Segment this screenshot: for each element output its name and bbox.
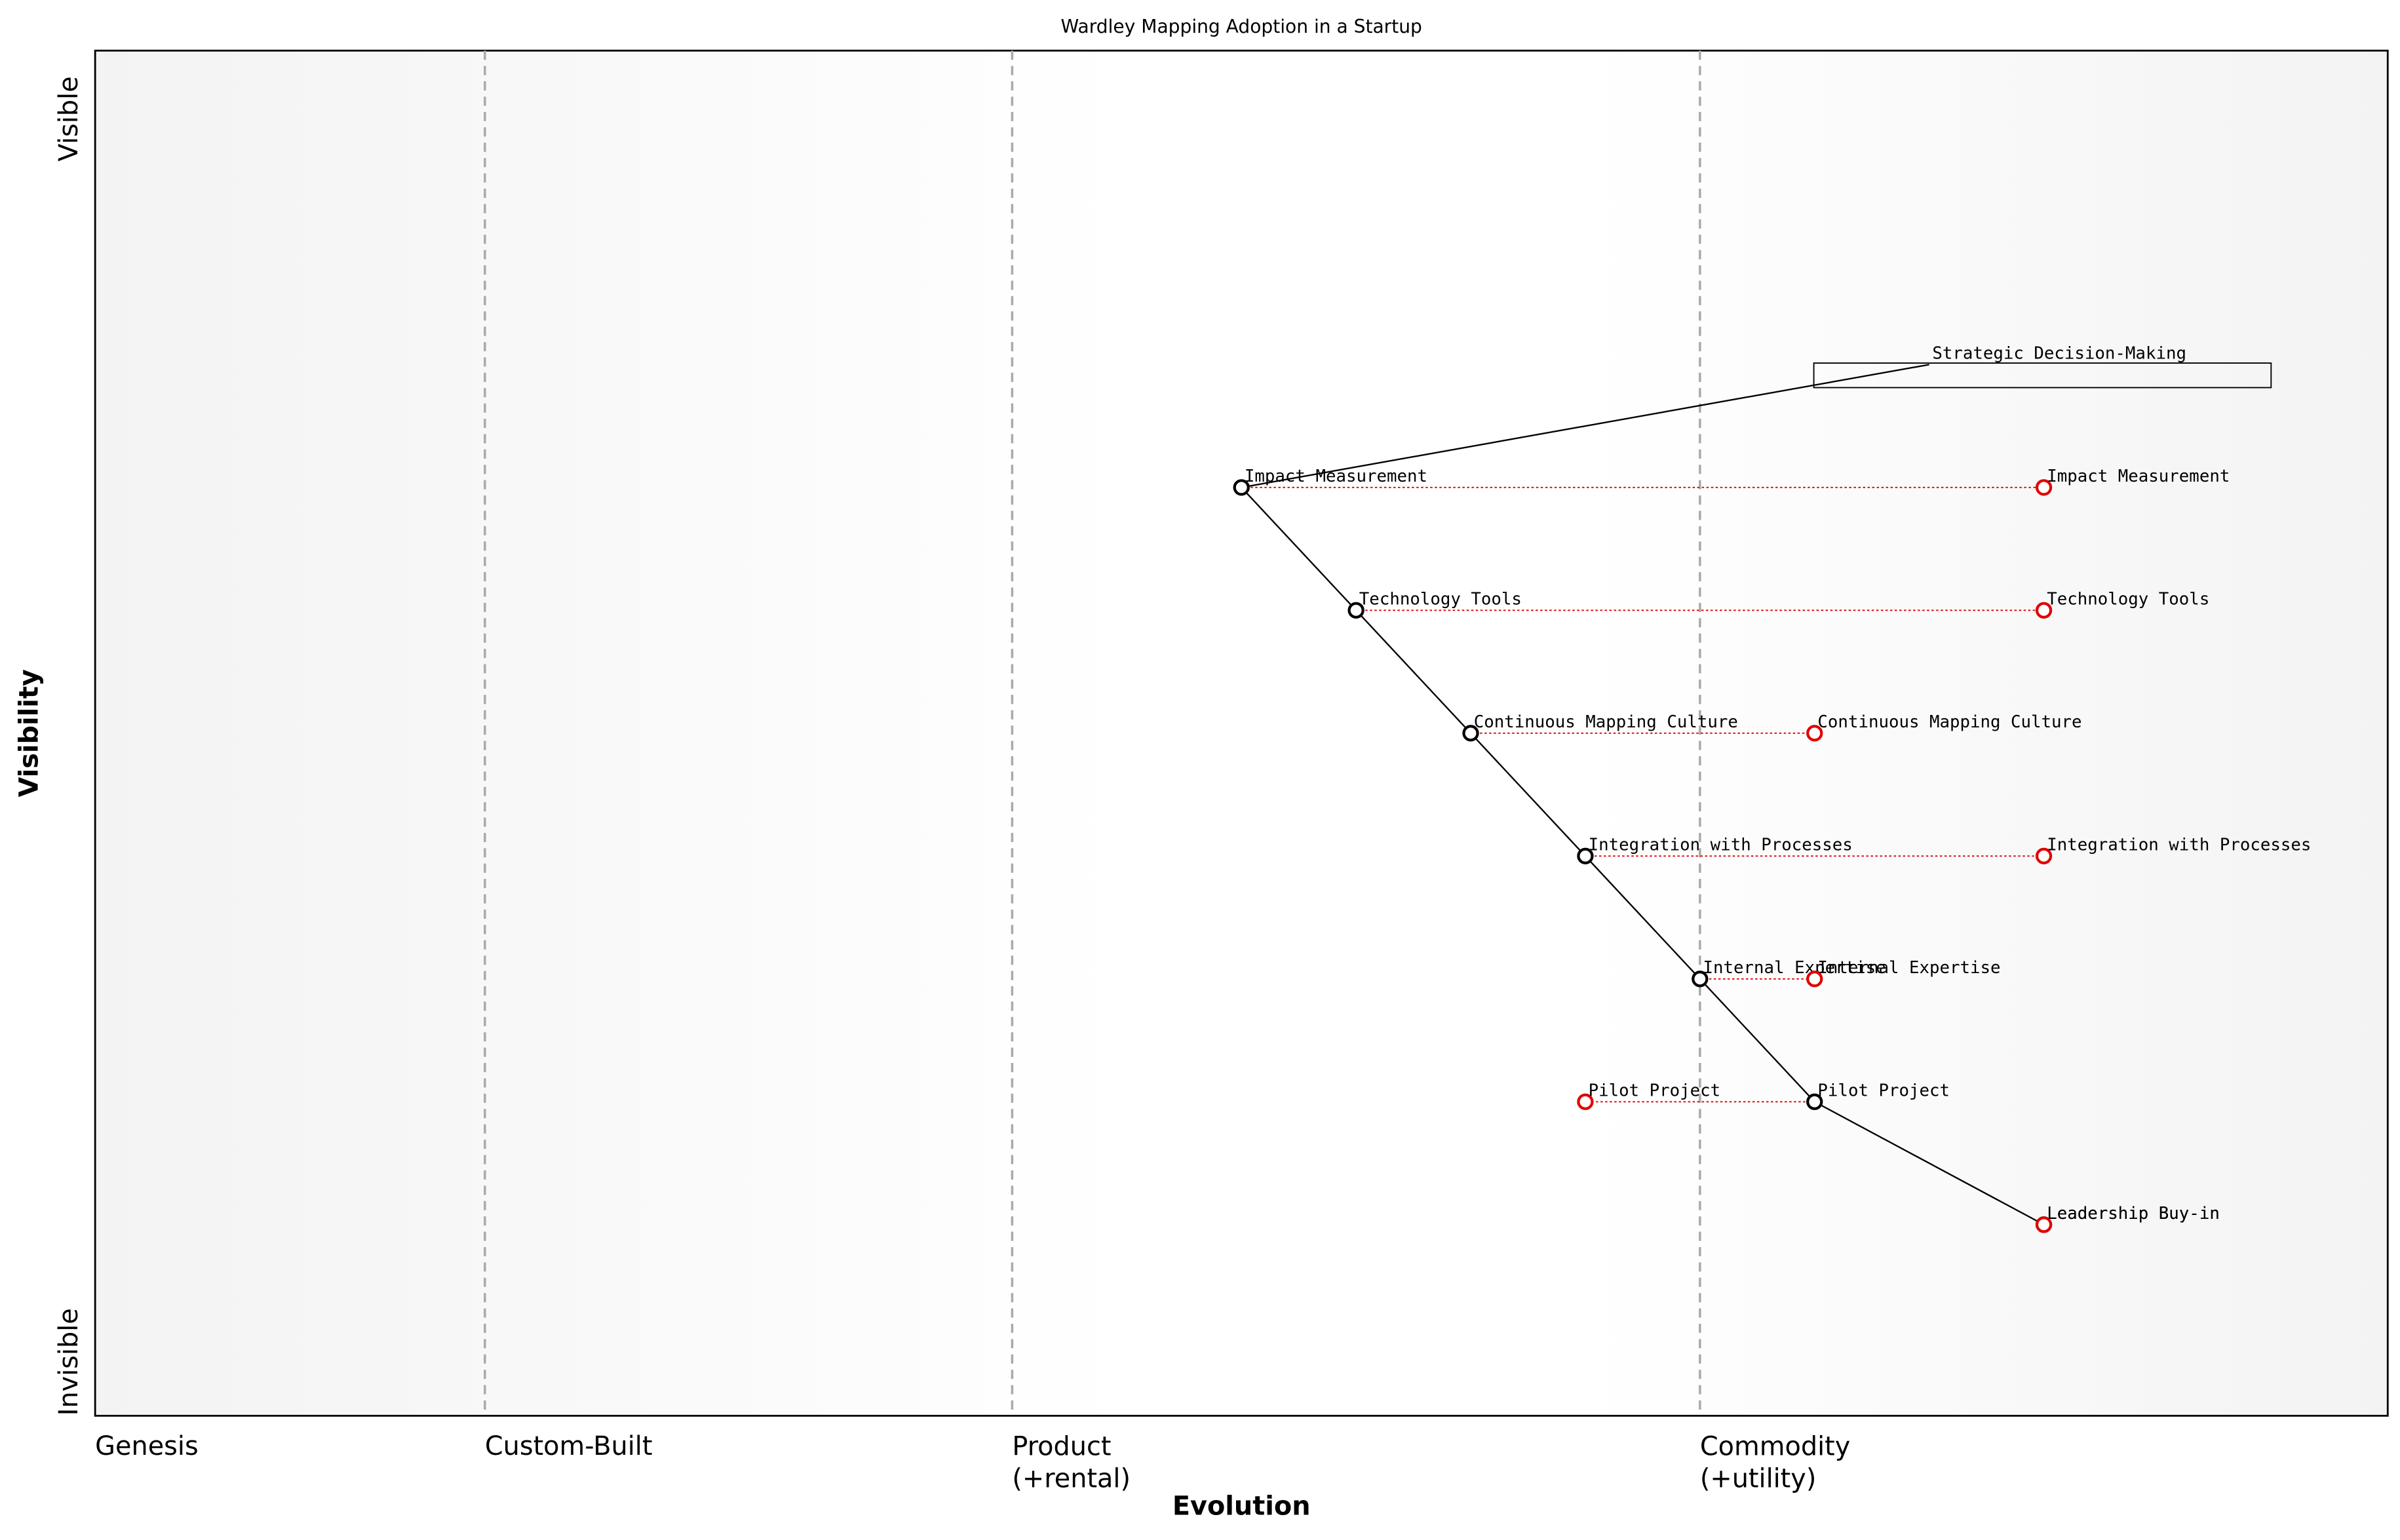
- evolved-component: [1806, 971, 1823, 988]
- component: [1806, 1093, 1823, 1110]
- evolved-component: [2035, 847, 2053, 864]
- x-tick-label: Commodity (+utility): [1700, 1431, 1850, 1493]
- link: [1241, 364, 1929, 489]
- link: [1355, 609, 1471, 734]
- evolved-label: Internal Expertise: [1817, 958, 2000, 978]
- evolved-label: Continuous Mapping Culture: [1817, 712, 2081, 732]
- x-tick-label: Custom-Built: [485, 1431, 653, 1461]
- component: [1692, 971, 1709, 988]
- component-label: Continuous Mapping Culture: [1474, 712, 1738, 732]
- evolved-label: Impact Measurement: [2047, 467, 2230, 486]
- plot-area: [94, 49, 2389, 1417]
- chart-title: Wardley Mapping Adoption in a Startup: [1061, 16, 1422, 37]
- evolved-label: Leadership Buy-in: [2047, 1204, 2220, 1223]
- component: [1577, 847, 1594, 864]
- evolved-component: [2035, 602, 2053, 619]
- annotation-box: [1813, 362, 2272, 389]
- x-tick-label: Product (+rental): [1012, 1431, 1131, 1493]
- component-label: Strategic Decision-Making: [1932, 343, 2186, 363]
- evolved-label: Integration with Processes: [2047, 835, 2311, 855]
- component: [1347, 602, 1365, 619]
- evolved-label: Pilot Project: [1589, 1081, 1721, 1100]
- y-tick-label: Visible: [54, 76, 84, 161]
- evolved-label: Technology Tools: [2047, 589, 2209, 609]
- component-label: Technology Tools: [1359, 589, 1522, 609]
- evolved-component: [2035, 1216, 2053, 1233]
- link: [1241, 487, 1357, 611]
- link: [1470, 733, 1586, 857]
- component-label: Impact Measurement: [1245, 467, 1427, 486]
- evolved-component: [1806, 725, 1823, 742]
- y-tick-label: Invisible: [54, 1308, 84, 1415]
- component-label: Integration with Processes: [1589, 835, 1853, 855]
- x-axis-label: Evolution: [1172, 1491, 1311, 1521]
- link: [1814, 1101, 2045, 1225]
- component-label: Leadership Buy-in: [2047, 1204, 2220, 1223]
- component: [1233, 479, 1250, 496]
- component-label: Pilot Project: [1817, 1081, 1950, 1100]
- link: [1699, 978, 1815, 1103]
- evolved-component: [1577, 1093, 1594, 1110]
- y-axis-label: Visibility: [14, 669, 44, 797]
- component-label: Internal Expertise: [1703, 958, 1886, 978]
- x-tick-label: Genesis: [95, 1431, 199, 1461]
- link: [1585, 855, 1701, 980]
- evolved-component: [2035, 479, 2053, 496]
- component: [1462, 725, 1479, 742]
